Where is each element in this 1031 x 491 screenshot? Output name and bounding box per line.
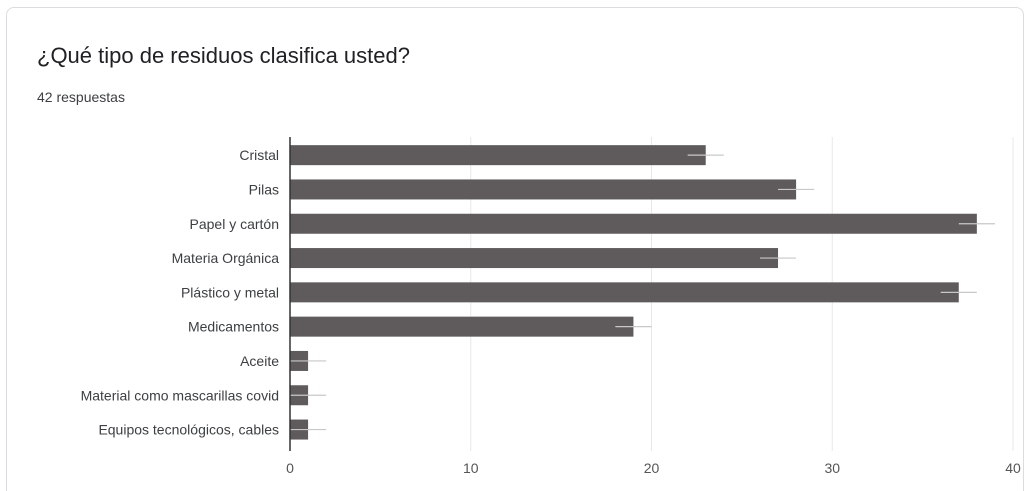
category-label: Pilas <box>249 181 279 197</box>
bar <box>290 282 959 303</box>
category-label: Plástico y metal <box>181 284 279 300</box>
bar <box>290 248 779 269</box>
bars <box>290 145 995 440</box>
category-label: Medicamentos <box>188 319 279 335</box>
x-tick-label: 30 <box>824 460 840 476</box>
bar <box>290 145 706 166</box>
bar <box>290 213 977 234</box>
x-tick-label: 20 <box>644 460 660 476</box>
category-label: Equipos tecnológicos, cables <box>98 422 279 438</box>
response-count: 42 respuestas <box>37 89 125 105</box>
x-tick-label: 0 <box>286 460 294 476</box>
chart-title: ¿Qué tipo de residuos clasifica usted? <box>37 43 410 68</box>
category-label: Aceite <box>240 353 279 369</box>
category-label: Papel y cartón <box>190 216 280 232</box>
category-label: Material como mascarillas covid <box>81 387 279 403</box>
bar <box>290 179 797 200</box>
x-tick-labels: 0 10 20 30 40 <box>286 460 1021 476</box>
category-labels: Cristal Pilas Papel y cartón Materia Orgáni… <box>81 147 280 437</box>
category-label: Materia Orgánica <box>172 250 280 266</box>
x-tick-label: 40 <box>1005 460 1021 476</box>
category-label: Cristal <box>239 147 279 163</box>
x-tick-label: 10 <box>463 460 479 476</box>
bar <box>290 316 634 337</box>
